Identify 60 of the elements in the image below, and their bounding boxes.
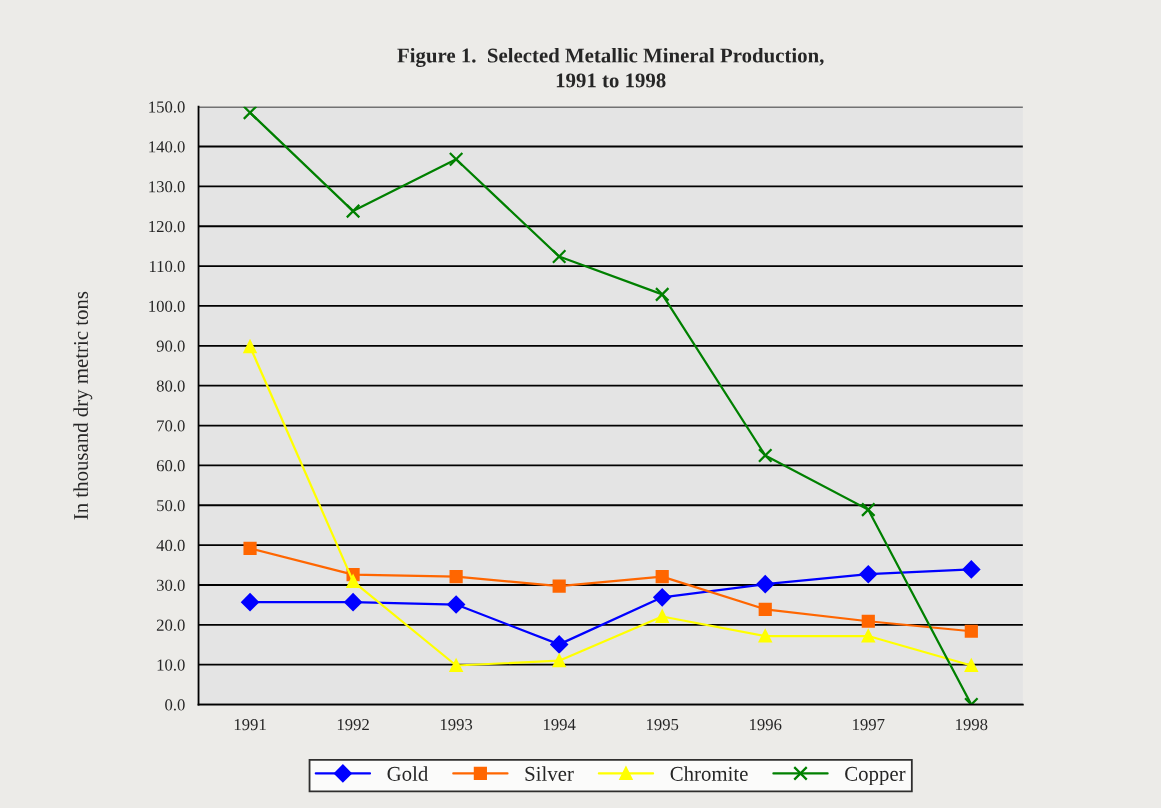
point bbox=[654, 287, 670, 302]
y-tick-label: 60.0 bbox=[156, 460, 185, 472]
y-tick-label: 50.0 bbox=[157, 499, 185, 512]
legend-label: Copper bbox=[845, 766, 906, 786]
chart-title: Figure 1. Selected Metallic Mineral Production, 1991 to 1998 bbox=[397, 47, 824, 88]
y-tick-label: 20.0 bbox=[156, 619, 185, 631]
point bbox=[964, 624, 978, 638]
x-tick-label: 1994 bbox=[543, 718, 576, 731]
y-tick-label: 100.0 bbox=[149, 300, 185, 312]
x-tick-label: 1995 bbox=[647, 718, 679, 731]
x-tick-label: 1991 bbox=[234, 718, 266, 731]
point bbox=[758, 602, 772, 616]
x-tick-label: 1997 bbox=[853, 718, 885, 731]
legend-label: Gold bbox=[387, 766, 429, 781]
point bbox=[243, 541, 257, 555]
point bbox=[550, 635, 569, 654]
y-tick-label: 30.0 bbox=[156, 579, 185, 592]
y-tick-label: 150.0 bbox=[149, 101, 185, 113]
point bbox=[243, 340, 257, 354]
point bbox=[756, 575, 775, 594]
point bbox=[757, 448, 773, 463]
point bbox=[449, 658, 463, 673]
y-tick-label: 90.0 bbox=[156, 340, 185, 352]
y-tick-label: 80.0 bbox=[156, 380, 185, 392]
point bbox=[758, 629, 772, 643]
x-tick-label: 1996 bbox=[750, 718, 782, 731]
point bbox=[344, 593, 362, 612]
point bbox=[552, 654, 566, 668]
point bbox=[448, 151, 464, 167]
point bbox=[655, 609, 669, 624]
y-tick-label: 70.0 bbox=[157, 420, 185, 432]
point bbox=[861, 614, 875, 628]
point bbox=[655, 570, 669, 584]
point bbox=[552, 579, 566, 593]
point bbox=[447, 595, 466, 614]
legend-label: Chromite bbox=[670, 766, 748, 781]
point bbox=[242, 106, 258, 120]
point bbox=[551, 249, 567, 264]
legend-label: Silver bbox=[525, 766, 574, 781]
x-tick-label: 1998 bbox=[956, 718, 988, 731]
point bbox=[860, 502, 876, 518]
point bbox=[346, 574, 360, 588]
y-tick-label: 0.0 bbox=[165, 699, 185, 711]
y-tick-label: 110.0 bbox=[149, 260, 185, 273]
y-tick-label: 130.0 bbox=[149, 181, 185, 193]
point bbox=[964, 658, 978, 673]
y-axis-title: In thousand dry metric tons bbox=[73, 291, 93, 520]
point bbox=[859, 565, 878, 584]
point bbox=[241, 593, 259, 612]
point bbox=[449, 570, 463, 584]
y-tick-label: 140.0 bbox=[149, 141, 185, 153]
point bbox=[861, 629, 875, 643]
point bbox=[962, 560, 981, 579]
y-tick-label: 10.0 bbox=[157, 659, 185, 671]
x-tick-label: 1992 bbox=[337, 718, 369, 731]
point bbox=[653, 588, 672, 607]
x-tick-label: 1993 bbox=[440, 718, 473, 731]
y-tick-label: 40.0 bbox=[156, 539, 185, 552]
point bbox=[345, 203, 361, 219]
y-tick-label: 120.0 bbox=[149, 220, 185, 233]
